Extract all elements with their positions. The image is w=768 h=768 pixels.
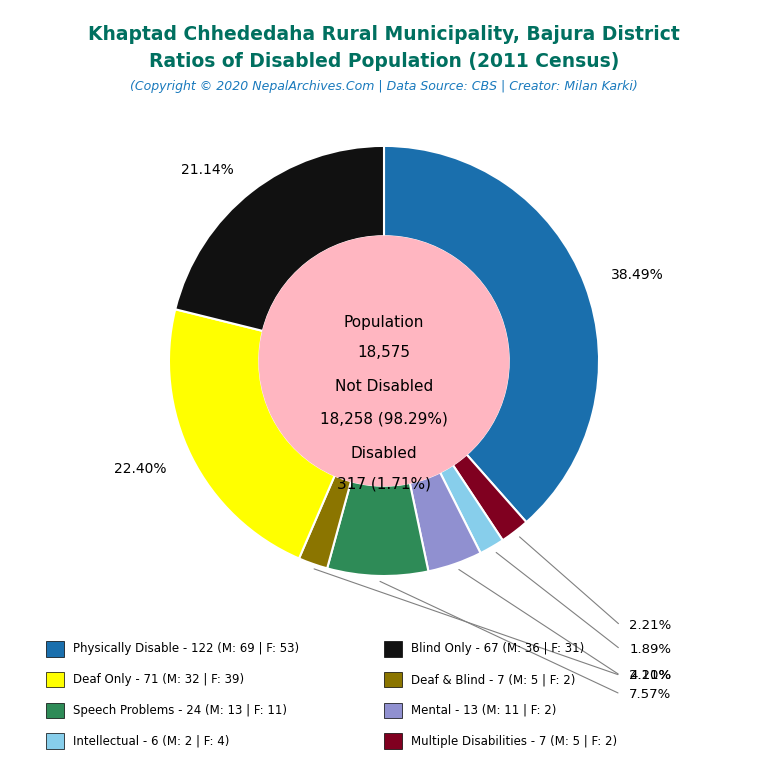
Text: 18,575: 18,575 <box>357 345 411 360</box>
Text: Disabled: Disabled <box>351 446 417 461</box>
Wedge shape <box>327 482 429 576</box>
Text: (Copyright © 2020 NepalArchives.Com | Data Source: CBS | Creator: Milan Karki): (Copyright © 2020 NepalArchives.Com | Da… <box>130 80 638 92</box>
Text: Khaptad Chhededaha Rural Municipality, Bajura District: Khaptad Chhededaha Rural Municipality, B… <box>88 25 680 44</box>
Wedge shape <box>299 475 351 568</box>
Text: 21.14%: 21.14% <box>181 163 234 177</box>
Text: Speech Problems - 24 (M: 13 | F: 11): Speech Problems - 24 (M: 13 | F: 11) <box>73 704 287 717</box>
Wedge shape <box>175 146 384 331</box>
Text: Multiple Disabilities - 7 (M: 5 | F: 2): Multiple Disabilities - 7 (M: 5 | F: 2) <box>411 735 617 747</box>
Text: 2.21%: 2.21% <box>629 669 671 682</box>
Circle shape <box>260 237 508 485</box>
Text: Deaf & Blind - 7 (M: 5 | F: 2): Deaf & Blind - 7 (M: 5 | F: 2) <box>411 674 575 686</box>
Text: 2.21%: 2.21% <box>629 619 671 632</box>
Text: 4.10%: 4.10% <box>629 669 671 682</box>
Text: Deaf Only - 71 (M: 32 | F: 39): Deaf Only - 71 (M: 32 | F: 39) <box>73 674 244 686</box>
Text: Population: Population <box>344 315 424 329</box>
Text: Intellectual - 6 (M: 2 | F: 4): Intellectual - 6 (M: 2 | F: 4) <box>73 735 230 747</box>
Wedge shape <box>384 146 599 522</box>
Wedge shape <box>410 472 481 571</box>
Text: 1.89%: 1.89% <box>629 643 671 656</box>
Wedge shape <box>440 465 503 553</box>
Text: Blind Only - 67 (M: 36 | F: 31): Blind Only - 67 (M: 36 | F: 31) <box>411 643 584 655</box>
Wedge shape <box>169 310 335 558</box>
Text: 18,258 (98.29%): 18,258 (98.29%) <box>320 412 448 426</box>
Text: Ratios of Disabled Population (2011 Census): Ratios of Disabled Population (2011 Cens… <box>149 52 619 71</box>
Text: 22.40%: 22.40% <box>114 462 167 476</box>
Wedge shape <box>453 455 526 540</box>
Text: Physically Disable - 122 (M: 69 | F: 53): Physically Disable - 122 (M: 69 | F: 53) <box>73 643 299 655</box>
Text: 38.49%: 38.49% <box>611 268 664 282</box>
Text: Mental - 13 (M: 11 | F: 2): Mental - 13 (M: 11 | F: 2) <box>411 704 556 717</box>
Text: 317 (1.71%): 317 (1.71%) <box>337 476 431 491</box>
Text: 7.57%: 7.57% <box>629 687 671 700</box>
Text: Not Disabled: Not Disabled <box>335 379 433 394</box>
